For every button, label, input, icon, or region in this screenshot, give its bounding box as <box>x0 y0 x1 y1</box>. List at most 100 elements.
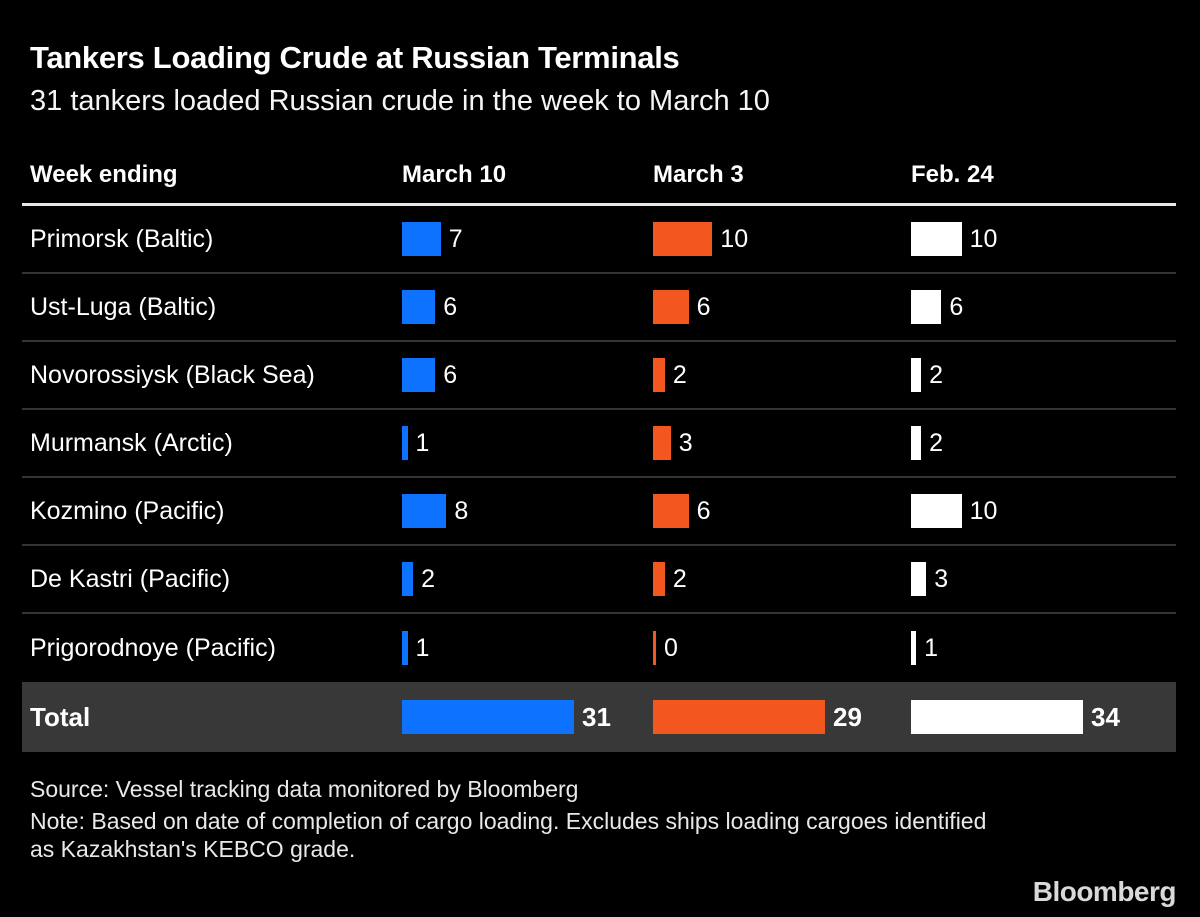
bar-value: 2 <box>421 564 435 593</box>
bar <box>653 222 713 256</box>
bar-value: 3 <box>934 564 949 593</box>
bar-cell-march-10: 31 <box>402 700 653 734</box>
bar-value: 1 <box>415 428 430 457</box>
tanker-table: Week ending March 10 March 3 Feb. 24 Pri… <box>22 146 1176 752</box>
bar-cell-feb-24: 10 <box>911 222 1176 256</box>
bar <box>402 494 447 528</box>
bar <box>653 631 656 665</box>
chart-title: Tankers Loading Crude at Russian Termina… <box>30 40 680 75</box>
bar-value: 2 <box>672 564 687 593</box>
terminal-label: Kozmino (Pacific) <box>30 496 225 525</box>
bar <box>653 290 689 324</box>
table-row: Novorossiysk (Black Sea) 6 2 2 <box>22 342 1176 410</box>
terminal-label: Murmansk (Arctic) <box>30 428 233 457</box>
bar-cell-feb-24: 3 <box>911 562 1176 596</box>
table-row: Primorsk (Baltic) 7 10 10 <box>22 206 1176 274</box>
column-header-march-10: March 10 <box>402 160 507 188</box>
bar-value: 10 <box>969 496 998 525</box>
bar-cell-march-3: 6 <box>653 290 911 324</box>
bar-value: 6 <box>443 292 458 321</box>
bar-cell-feb-24: 2 <box>911 358 1176 392</box>
bar <box>911 222 962 256</box>
bar-cell-march-3: 2 <box>653 562 911 596</box>
bar <box>402 631 408 665</box>
bar <box>653 562 665 596</box>
bar-cell-march-3: 6 <box>653 494 911 528</box>
bar-value: 1 <box>924 633 938 662</box>
total-row-label: Total <box>30 701 91 732</box>
bar <box>911 631 917 665</box>
source-note: Source: Vessel tracking data monitored b… <box>30 776 579 802</box>
terminal-label: Novorossiysk (Black Sea) <box>30 360 315 389</box>
bar-cell-march-3: 2 <box>653 358 911 392</box>
bar <box>911 358 922 392</box>
bar-value: 2 <box>929 428 943 457</box>
bar-value: 7 <box>448 224 463 253</box>
bar <box>653 700 825 734</box>
bar-value: 10 <box>720 224 749 253</box>
bar-cell-feb-24: 1 <box>911 631 1176 665</box>
table-row: Kozmino (Pacific) 8 6 10 <box>22 478 1176 546</box>
bar <box>653 358 665 392</box>
bar-cell-march-10: 7 <box>402 222 653 256</box>
table-header-row: Week ending March 10 March 3 Feb. 24 <box>22 146 1176 206</box>
bar <box>653 426 671 460</box>
bar <box>402 358 436 392</box>
bar-value: 6 <box>696 496 711 525</box>
bar <box>911 426 922 460</box>
table-row: Murmansk (Arctic) 1 3 2 <box>22 410 1176 478</box>
chart-subtitle: 31 tankers loaded Russian crude in the w… <box>30 85 770 117</box>
chart-card: Tankers Loading Crude at Russian Termina… <box>0 40 1200 863</box>
methodology-note: Note: Based on date of completion of car… <box>30 808 987 862</box>
terminal-label: Primorsk (Baltic) <box>30 224 214 253</box>
bloomberg-logo: Bloomberg <box>1032 876 1177 907</box>
bar <box>911 494 962 528</box>
bar <box>911 700 1083 734</box>
bar-cell-march-3: 3 <box>653 426 911 460</box>
bar-cell-feb-24: 6 <box>911 290 1176 324</box>
bar <box>402 426 408 460</box>
table-total-row: Total 31 29 34 <box>22 682 1176 752</box>
bar-value: 34 <box>1091 701 1120 732</box>
bar <box>402 222 441 256</box>
bar-value: 31 <box>582 701 611 732</box>
bar <box>402 290 436 324</box>
bar <box>653 494 689 528</box>
table-row: De Kastri (Pacific) 2 2 3 <box>22 546 1176 614</box>
bar-cell-feb-24: 34 <box>911 700 1176 734</box>
bar-value: 6 <box>696 292 711 321</box>
bar-cell-march-10: 1 <box>402 631 653 665</box>
bar <box>402 700 574 734</box>
column-header-feb-24: Feb. 24 <box>911 160 994 188</box>
bar-cell-march-10: 2 <box>402 562 653 596</box>
bar-value: 6 <box>949 292 964 321</box>
bar-cell-march-3: 29 <box>653 700 911 734</box>
bar-value: 2 <box>929 360 943 389</box>
table-body: Primorsk (Baltic) 7 10 10 Ust-Luga (Baltic) 6… <box>22 206 1176 682</box>
bar-value: 0 <box>664 633 678 662</box>
terminal-label: De Kastri (Pacific) <box>30 564 231 593</box>
column-header-march-3: March 3 <box>653 160 744 188</box>
bar-value: 1 <box>415 633 430 662</box>
bar <box>402 562 414 596</box>
bar-value: 6 <box>443 360 458 389</box>
bar-cell-march-10: 8 <box>402 494 653 528</box>
bar-cell-march-10: 6 <box>402 290 653 324</box>
bar-cell-march-10: 1 <box>402 426 653 460</box>
bar-cell-march-3: 10 <box>653 222 911 256</box>
bar-value: 8 <box>454 496 469 525</box>
bar-cell-feb-24: 10 <box>911 494 1176 528</box>
bar-value: 3 <box>678 428 693 457</box>
terminal-label: Ust-Luga (Baltic) <box>30 292 217 321</box>
bar-cell-feb-24: 2 <box>911 426 1176 460</box>
column-header-week-ending: Week ending <box>30 160 178 188</box>
table-row: Prigorodnoye (Pacific) 1 0 1 <box>22 614 1176 682</box>
bar <box>911 290 942 324</box>
bar <box>911 562 927 596</box>
bar-cell-march-10: 6 <box>402 358 653 392</box>
bar-value: 29 <box>833 701 862 732</box>
bar-value: 10 <box>969 224 998 253</box>
bar-cell-march-3: 0 <box>653 631 911 665</box>
chart-footer: Source: Vessel tracking data monitored b… <box>30 776 1176 863</box>
terminal-label: Prigorodnoye (Pacific) <box>30 633 276 662</box>
